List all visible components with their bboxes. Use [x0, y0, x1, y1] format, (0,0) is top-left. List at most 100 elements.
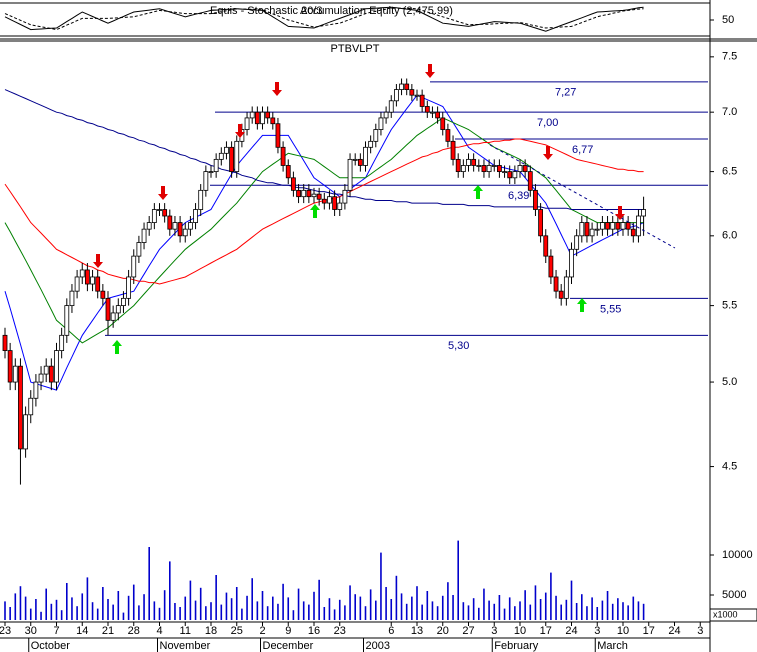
volume-bar: [302, 601, 305, 620]
level-label: 6,77: [572, 144, 593, 156]
candle-body: [491, 165, 497, 167]
volume-bar: [472, 598, 475, 620]
x-tick-label: 4: [156, 625, 162, 637]
candle-body: [383, 111, 389, 119]
candle-body: [368, 140, 374, 148]
candle-body: [43, 365, 49, 375]
x-tick-label: 3: [491, 625, 497, 637]
y-tick-label: 50: [722, 14, 734, 26]
x-tick-label: 18: [205, 625, 217, 637]
candle-body: [115, 305, 121, 314]
x-tick-label: 3: [697, 625, 703, 637]
y-tick-label: 6.0: [722, 230, 737, 242]
volume-bar: [163, 590, 166, 620]
candle-body: [110, 312, 116, 321]
candle-body: [151, 209, 157, 223]
month-label: 2003: [366, 640, 390, 652]
candle-body: [543, 235, 549, 257]
candle-body: [18, 365, 23, 450]
volume-bar: [596, 607, 599, 620]
volume-bar: [91, 602, 94, 620]
candle-body: [430, 111, 435, 114]
volume-bar: [349, 585, 351, 620]
candle-body: [265, 111, 271, 119]
candle-body: [249, 111, 255, 119]
candle-body: [352, 158, 358, 161]
volume-bar: [272, 596, 274, 620]
candle-body: [79, 269, 85, 278]
level-label: 6,39: [508, 190, 529, 202]
y-tick-label: 5000: [722, 589, 746, 601]
volume-bar: [71, 597, 73, 620]
candle-body: [563, 276, 569, 299]
candle-body: [471, 158, 477, 166]
volume-bar: [246, 595, 248, 620]
volume-bar: [390, 599, 393, 620]
candle-body: [90, 276, 95, 285]
candle-body: [64, 305, 70, 336]
buy-arrow: [112, 340, 122, 354]
candle-body: [74, 276, 80, 292]
volume-bar: [586, 606, 588, 620]
candle-body: [105, 297, 111, 321]
candle-body: [316, 193, 322, 200]
volume-bar: [297, 588, 300, 620]
y-tick-label: 7.0: [722, 106, 737, 118]
volume-bar: [508, 597, 511, 620]
volume-bar: [235, 587, 238, 620]
month-label: March: [597, 640, 628, 652]
candle-body: [182, 228, 188, 237]
candle-body: [486, 165, 492, 173]
x-tick-label: 23: [334, 625, 346, 637]
sell-arrow: [425, 64, 435, 78]
volume-bar: [555, 595, 557, 620]
volume-bar: [642, 603, 645, 620]
volume-bar: [205, 606, 207, 620]
candle-body: [409, 89, 415, 96]
volume-bar: [179, 607, 181, 620]
volume-bar: [292, 610, 295, 620]
volume-bar: [55, 599, 58, 620]
candle-body: [553, 276, 559, 292]
candle-body: [507, 171, 513, 179]
volume-bar: [60, 610, 63, 620]
volume-bar: [627, 605, 629, 620]
line-series: [4, 6, 644, 32]
sell-arrow: [543, 146, 553, 160]
volume-bar: [76, 606, 78, 620]
volume-bar: [277, 603, 279, 620]
volume-bar: [498, 595, 501, 620]
volume-bar: [19, 586, 22, 620]
candle-body: [378, 117, 384, 130]
volume-bar: [220, 604, 223, 620]
candle-body: [172, 222, 178, 230]
x-tick-label: 6: [388, 625, 394, 637]
volume-bar: [4, 601, 6, 620]
candle-body: [538, 209, 543, 237]
candle-body: [445, 129, 451, 142]
x-tick-label: 13: [411, 625, 423, 637]
candle-body: [481, 165, 487, 173]
candle-body: [7, 350, 13, 383]
volume-bar: [158, 607, 161, 620]
volume-bar: [411, 596, 413, 620]
candle-body: [95, 276, 101, 292]
candle-body: [121, 297, 126, 307]
candle-body: [198, 189, 204, 210]
volume-bar: [66, 583, 68, 620]
volume-bar: [261, 591, 264, 620]
candle-body: [641, 209, 646, 217]
volume-bar: [529, 604, 532, 620]
candle-body: [522, 165, 528, 173]
candle-body: [399, 83, 404, 90]
y-tick-label: 5.0: [722, 376, 737, 388]
volume-bar: [323, 607, 326, 620]
volume-bar: [318, 579, 320, 620]
trend-line: [489, 144, 676, 249]
volume-bar: [591, 597, 593, 620]
candle-body: [347, 158, 353, 191]
candle-body: [301, 189, 307, 198]
candle-body: [260, 111, 265, 125]
volume-bar: [138, 605, 140, 620]
volume-bar: [364, 606, 367, 620]
